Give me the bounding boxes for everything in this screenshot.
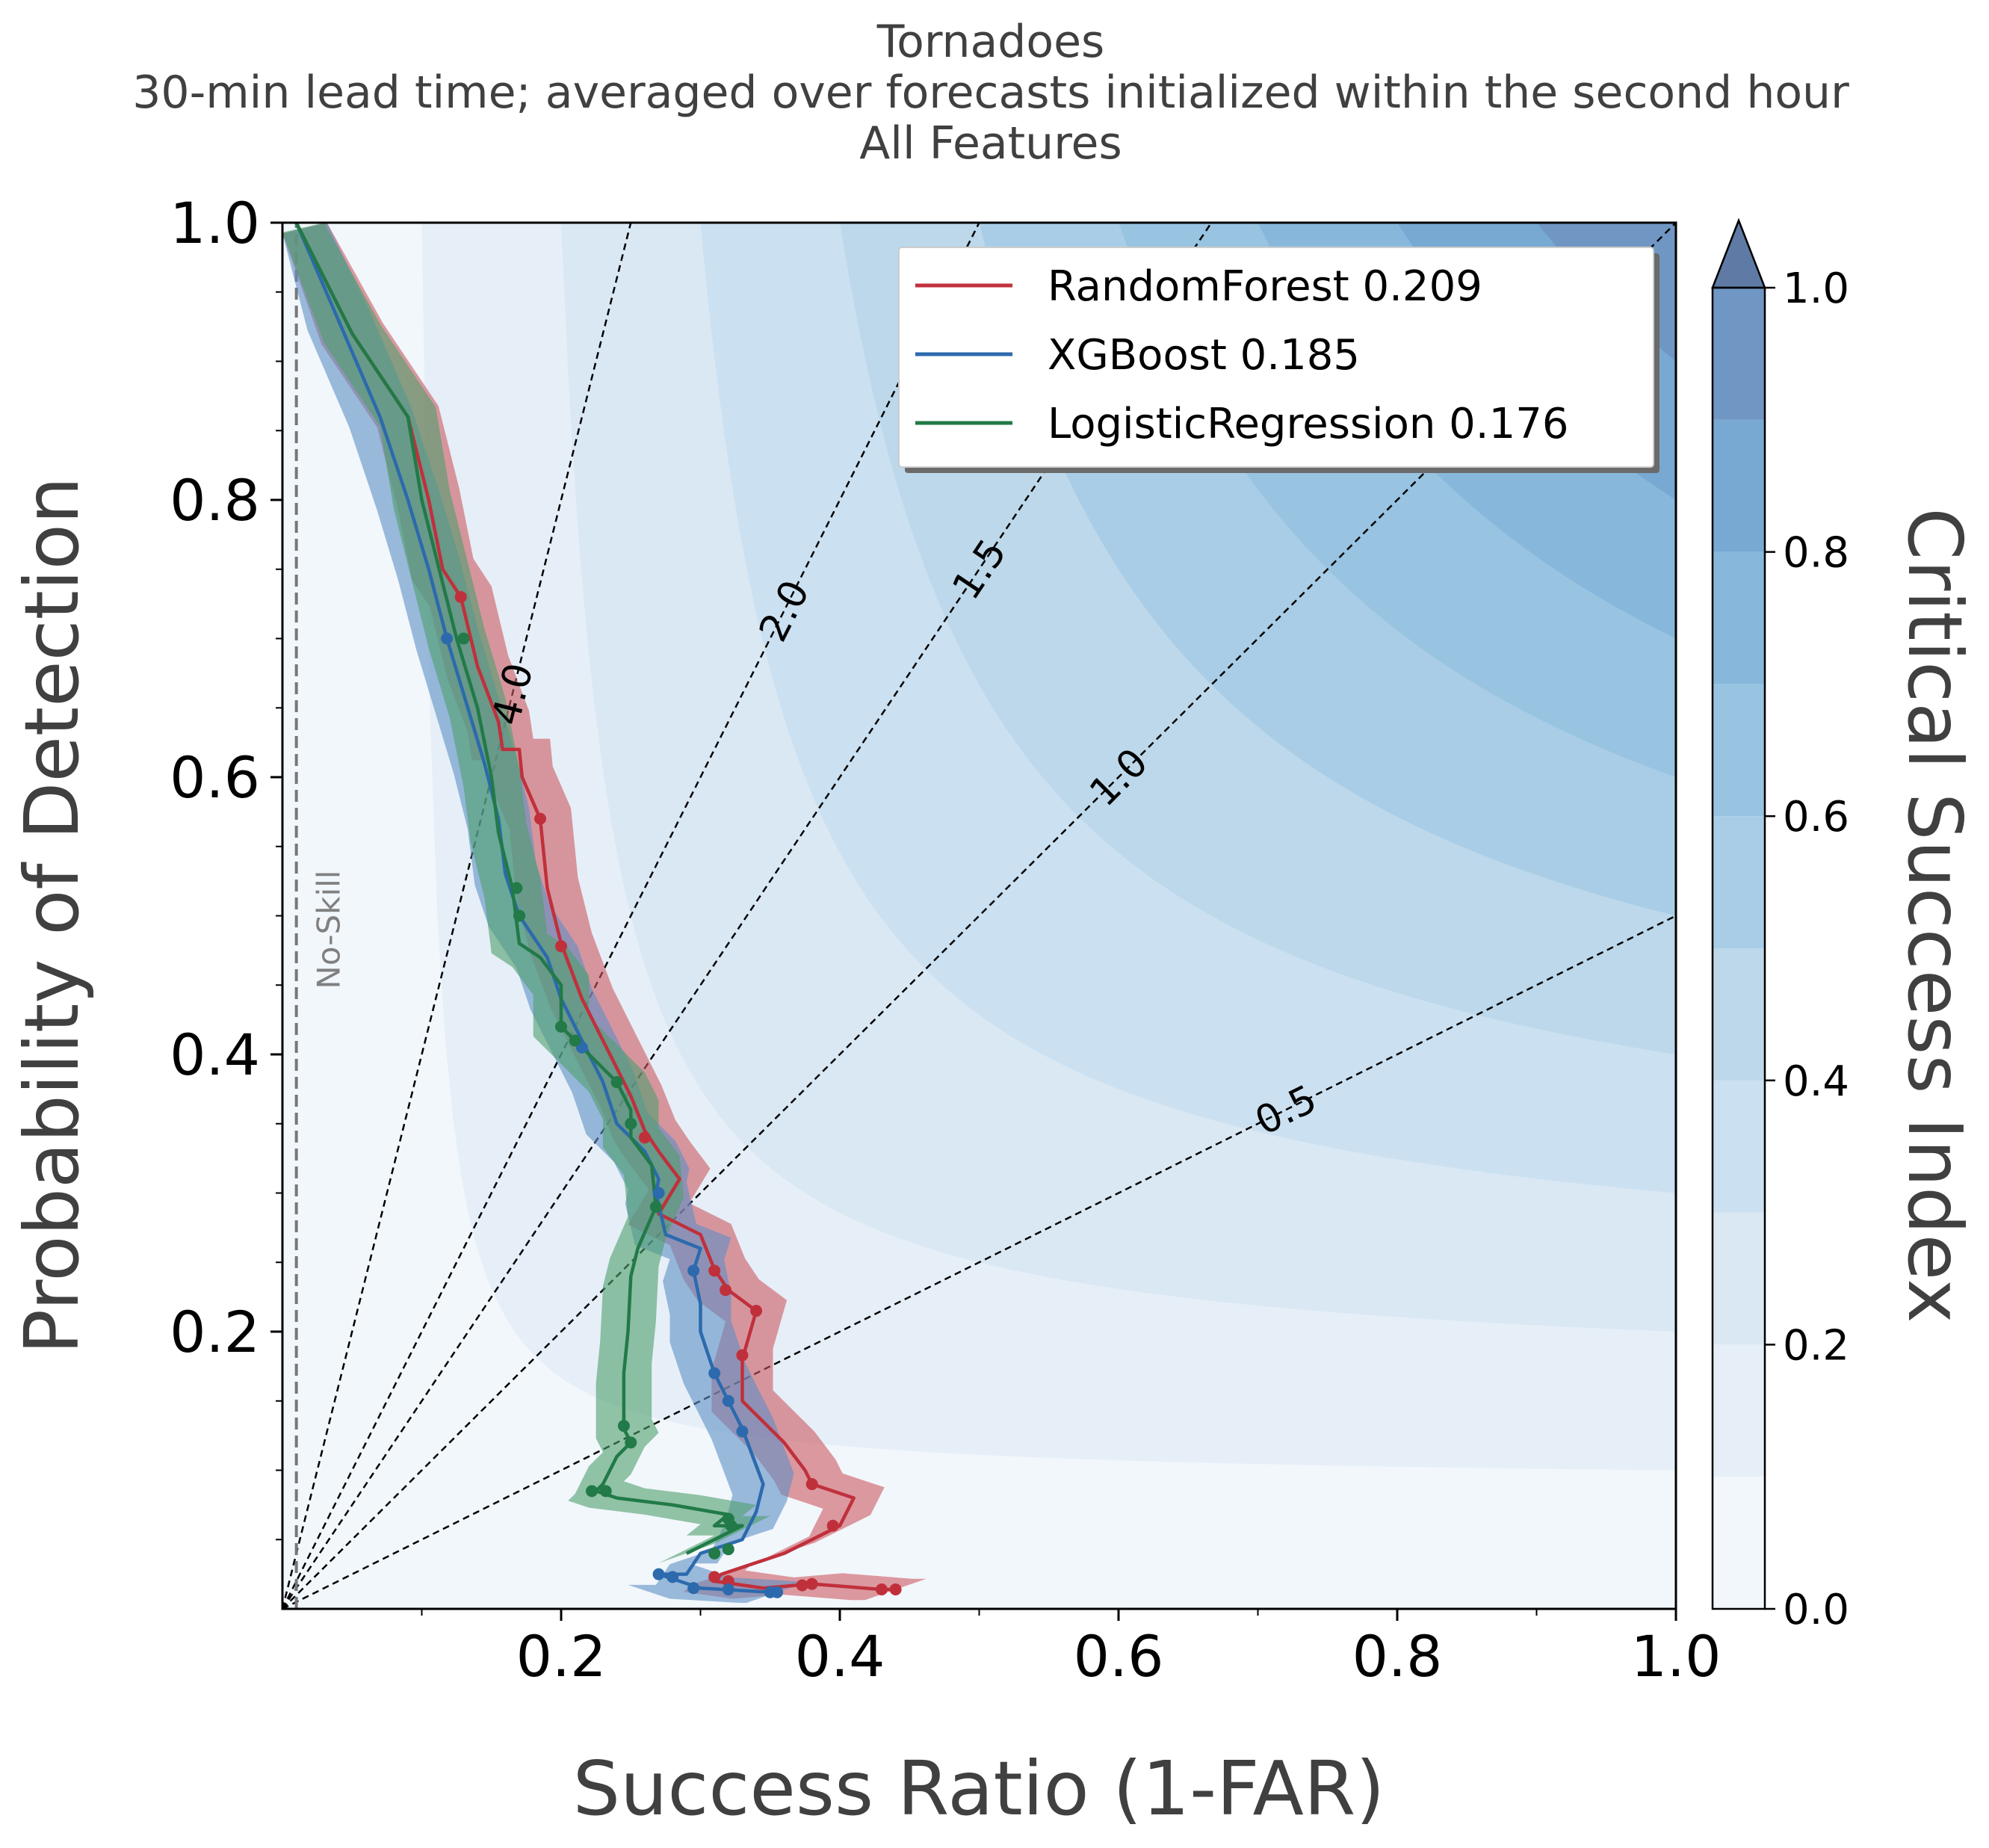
- x-tick-label-0-2: 0.2: [516, 1623, 607, 1690]
- point-xgboost-8: [653, 1569, 665, 1580]
- colorbar-segment-1: [1713, 1344, 1765, 1477]
- point-randomforest-3: [639, 1131, 651, 1143]
- chart-title-line-1: Tornadoes: [876, 16, 1105, 68]
- colorbar-segment-5: [1713, 816, 1765, 948]
- colorbar-segment-7: [1713, 552, 1765, 684]
- point-randomforest-15: [890, 1583, 902, 1595]
- point-logisticregression-1: [510, 882, 522, 894]
- point-logisticregression-7: [650, 1201, 662, 1213]
- point-logisticregression-10: [586, 1485, 598, 1497]
- point-xgboost-10: [687, 1582, 699, 1594]
- x-tick-label-0-4: 0.4: [795, 1623, 885, 1690]
- y-tick-label-0-2: 0.2: [170, 1299, 260, 1365]
- colorbar-tick-label-0-8: 0.8: [1783, 529, 1849, 578]
- point-logisticregression-13: [726, 1520, 737, 1532]
- point-xgboost-11: [723, 1583, 734, 1595]
- point-logisticregression-3: [555, 1021, 567, 1033]
- colorbar-tick-label-0-2: 0.2: [1783, 1321, 1849, 1370]
- x-axis: 0.2 0.4 0.6 0.8 1.0: [422, 1609, 1722, 1690]
- colorbar-segment-9: [1713, 288, 1765, 420]
- colorbar: 0.0 0.2 0.4 0.6 0.8 1.0: [1713, 220, 1849, 1634]
- point-logisticregression-11: [600, 1485, 612, 1497]
- point-randomforest-1: [534, 813, 546, 825]
- point-randomforest-6: [750, 1305, 762, 1317]
- point-xgboost-3: [653, 1187, 665, 1199]
- point-randomforest-7: [736, 1350, 748, 1362]
- legend-label-xgboost: XGBoost 0.185: [1048, 331, 1360, 380]
- colorbar-tick-label-0-4: 0.4: [1783, 1057, 1849, 1106]
- point-logisticregression-2: [513, 910, 525, 922]
- point-randomforest-2: [555, 940, 567, 952]
- point-randomforest-0: [455, 591, 467, 603]
- point-xgboost-4: [687, 1264, 699, 1276]
- point-randomforest-5: [720, 1284, 731, 1296]
- no-skill-label: No-Skill: [311, 871, 347, 989]
- y-axis: 0.2 0.4 0.6 0.8 1.0: [170, 190, 282, 1539]
- point-randomforest-10: [708, 1571, 720, 1583]
- chart-title: Tornadoes 30-min lead time; averaged ove…: [132, 16, 1849, 170]
- colorbar-segment-2: [1713, 1213, 1765, 1345]
- y-tick-label-0-6: 0.6: [170, 744, 260, 811]
- colorbar-tick-label-1-0: 1.0: [1783, 265, 1849, 313]
- x-tick-label-0-6: 0.6: [1074, 1623, 1164, 1690]
- legend: RandomForest 0.209 XGBoost 0.185 LogisticR…: [899, 247, 1659, 473]
- point-randomforest-8: [806, 1478, 818, 1490]
- y-axis-title: Probability of Detection: [8, 477, 96, 1354]
- colorbar-tick-label-0-0: 0.0: [1783, 1586, 1849, 1634]
- point-xgboost-9: [666, 1571, 678, 1583]
- point-randomforest-4: [708, 1264, 720, 1276]
- point-logisticregression-4: [569, 1034, 581, 1046]
- point-xgboost-13: [771, 1586, 783, 1598]
- colorbar-extend-arrow: [1713, 220, 1765, 288]
- point-xgboost-5: [708, 1368, 720, 1379]
- chart-title-line-3: All Features: [859, 117, 1122, 170]
- colorbar-segment-6: [1713, 684, 1765, 816]
- colorbar-segment-0: [1713, 1477, 1765, 1609]
- point-logisticregression-8: [618, 1420, 630, 1432]
- point-randomforest-13: [806, 1578, 818, 1590]
- point-logisticregression-9: [625, 1436, 637, 1448]
- colorbar-segment-3: [1713, 1081, 1765, 1213]
- legend-label-randomforest: RandomForest 0.209: [1048, 262, 1482, 311]
- point-xgboost-6: [723, 1395, 734, 1407]
- point-randomforest-14: [876, 1583, 888, 1595]
- colorbar-title: Critical Success Index: [1891, 507, 1979, 1323]
- colorbar-tick-label-0-6: 0.6: [1783, 793, 1849, 841]
- x-tick-label-0-8: 0.8: [1352, 1623, 1443, 1690]
- chart-title-line-2: 30-min lead time; averaged over forecast…: [132, 67, 1849, 119]
- legend-label-logisticregression: LogisticRegression 0.176: [1048, 400, 1568, 448]
- point-xgboost-7: [736, 1426, 748, 1438]
- point-xgboost-0: [441, 633, 453, 645]
- y-tick-label-0-8: 0.8: [170, 467, 260, 534]
- x-axis-title: Success Ratio (1-FAR): [573, 1745, 1385, 1832]
- point-logisticregression-6: [625, 1118, 637, 1130]
- point-logisticregression-14: [723, 1543, 734, 1555]
- colorbar-segment-4: [1713, 948, 1765, 1081]
- y-tick-label-1-0: 1.0: [170, 190, 260, 256]
- colorbar-segment-8: [1713, 420, 1765, 552]
- point-logisticregression-5: [611, 1076, 623, 1088]
- point-logisticregression-0: [457, 633, 469, 645]
- point-randomforest-9: [827, 1520, 839, 1532]
- y-tick-label-0-4: 0.4: [170, 1022, 260, 1088]
- x-tick-label-1-0: 1.0: [1631, 1623, 1722, 1690]
- point-logisticregression-15: [708, 1548, 720, 1560]
